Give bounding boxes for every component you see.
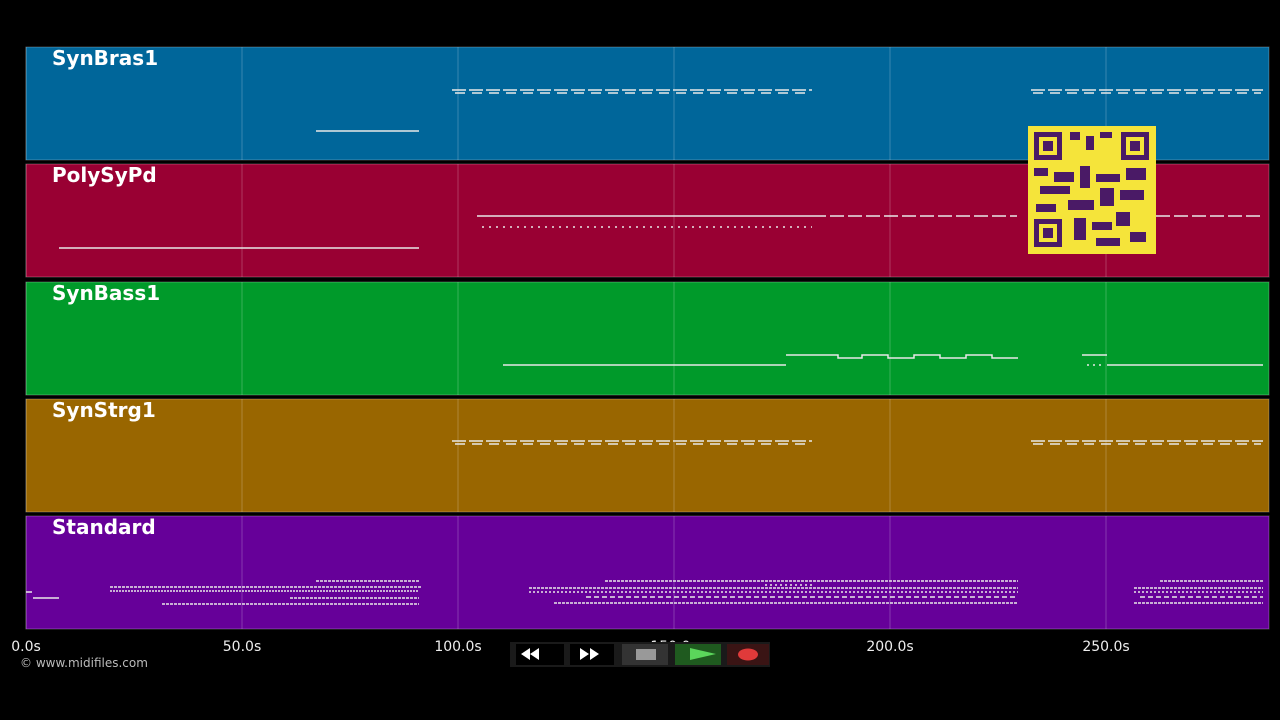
track-lane (25, 515, 1270, 630)
track-lane (25, 398, 1270, 513)
tick-label: 250.0s (1082, 639, 1129, 655)
track-lane (25, 281, 1270, 396)
track-name: SynStrg1 (52, 398, 156, 422)
track-name: PolySyPd (52, 163, 157, 187)
fast-forward-button[interactable] (570, 644, 614, 665)
track-name: SynBras1 (52, 46, 158, 70)
tracks: SynBras1 PolySyPd SynBass1 SynStrg1 Standard (25, 46, 1270, 630)
tick-label: 0.0s (11, 639, 41, 655)
transport-controls (510, 642, 770, 667)
track-name: SynBass1 (52, 281, 160, 305)
copyright: © www.midifiles.com (20, 656, 148, 670)
notes (26, 89, 1263, 605)
qr-code (1028, 126, 1156, 254)
tick-label: 50.0s (223, 639, 261, 655)
record-button[interactable] (727, 644, 769, 665)
play-button[interactable] (675, 644, 721, 665)
note (786, 354, 1018, 359)
stop-button[interactable] (622, 644, 668, 665)
tick-label: 100.0s (434, 639, 481, 655)
tick-label: 200.0s (866, 639, 913, 655)
track-name: Standard (52, 515, 156, 539)
rewind-button[interactable] (516, 644, 564, 665)
